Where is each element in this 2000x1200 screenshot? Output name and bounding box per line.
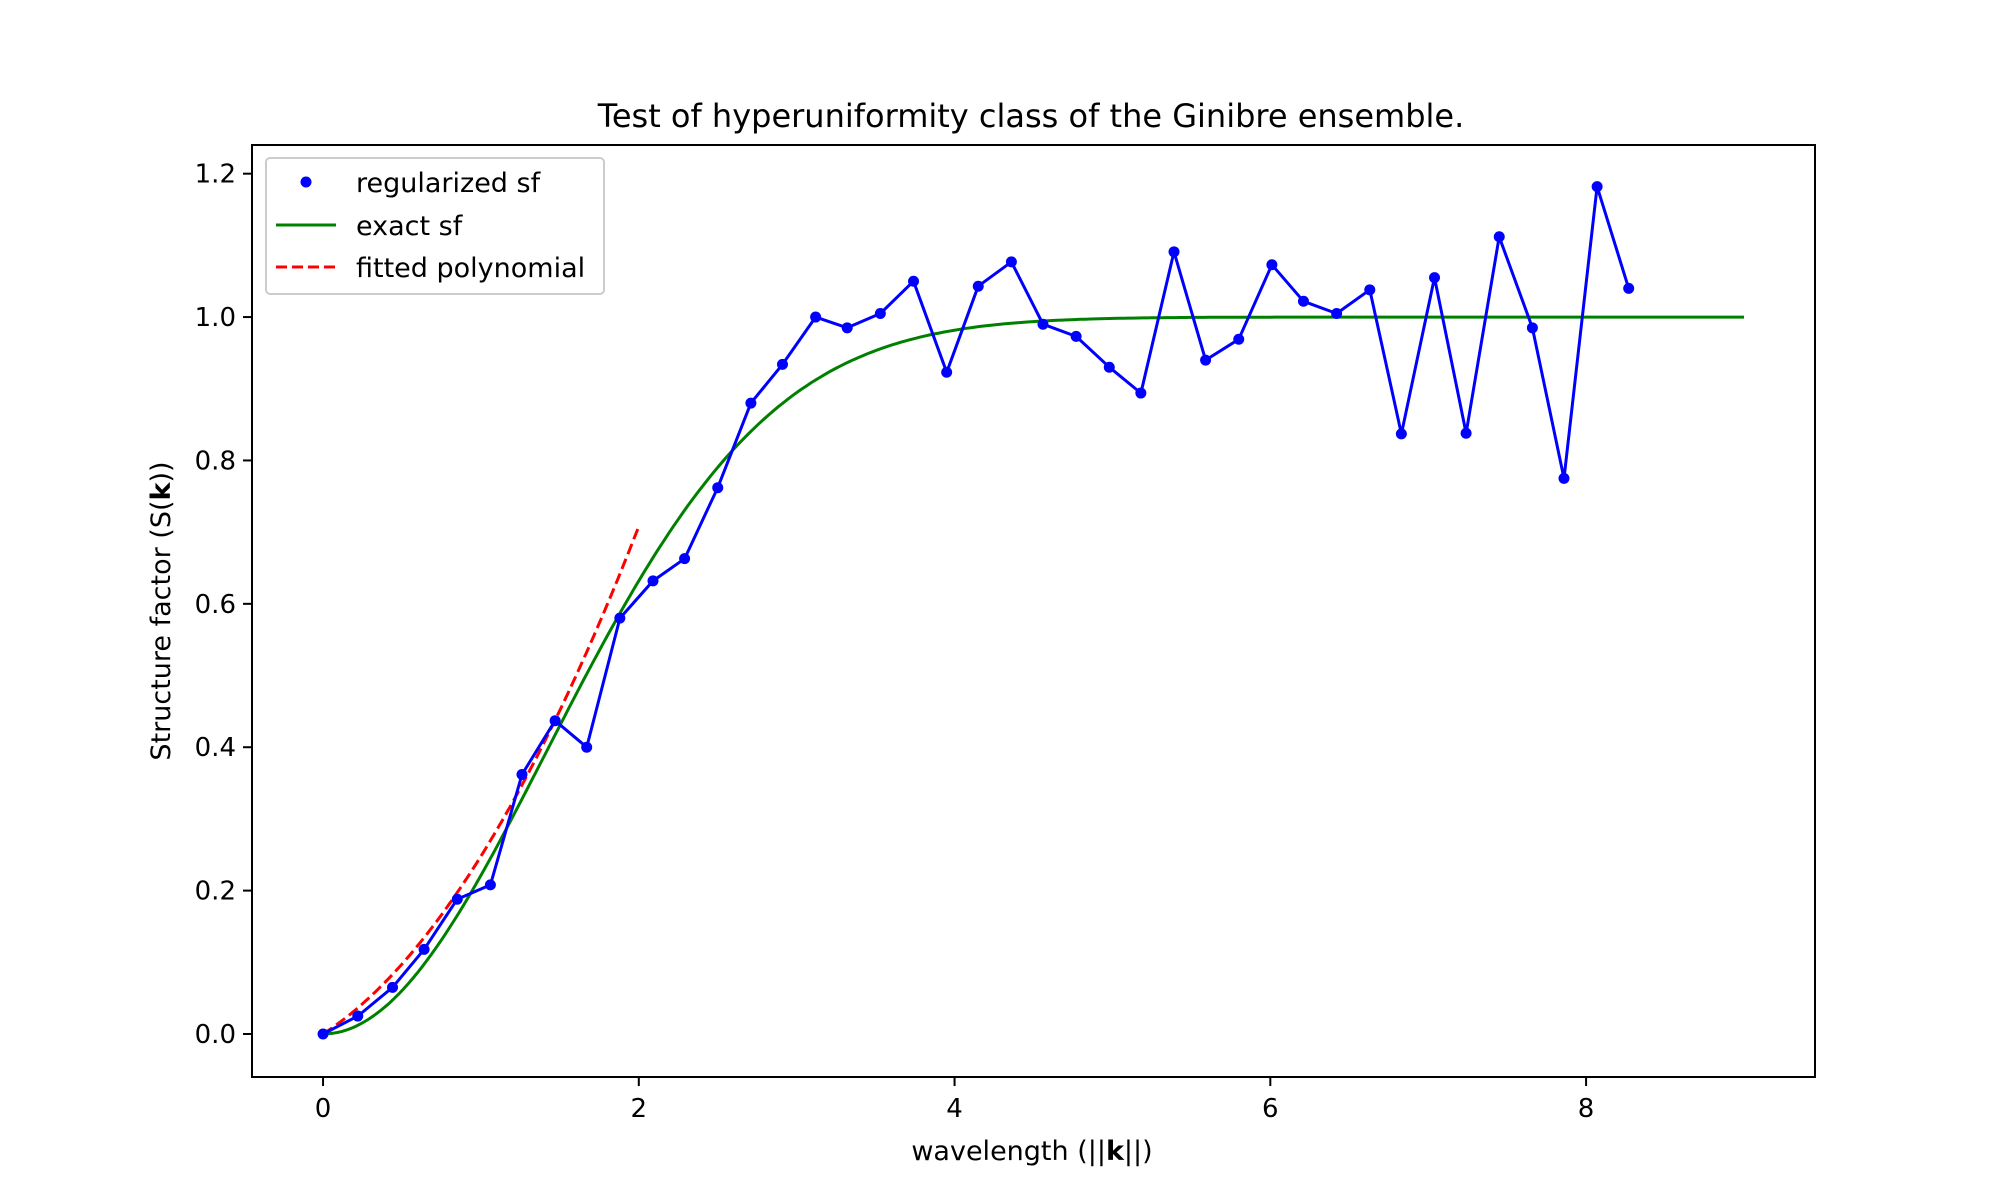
data-point-regularized-sf bbox=[745, 397, 757, 409]
x-tick-label: 8 bbox=[1578, 1094, 1595, 1124]
y-tick-label: 0.4 bbox=[195, 733, 236, 763]
plot-frame bbox=[251, 144, 1816, 1078]
data-point-regularized-sf bbox=[387, 981, 399, 993]
series-line-exact-sf bbox=[322, 315, 1744, 1036]
data-point-regularized-sf bbox=[1233, 333, 1245, 345]
legend-label-regularized-sf: regularized sf bbox=[356, 168, 542, 199]
data-point-regularized-sf bbox=[941, 366, 953, 378]
data-point-regularized-sf bbox=[614, 612, 626, 624]
x-axis-label: wavelength (||k||) bbox=[911, 1136, 1152, 1167]
y-tick-label: 0.8 bbox=[195, 446, 236, 476]
series-line-fitted-polynomial bbox=[322, 525, 641, 1036]
data-point-regularized-sf bbox=[1168, 246, 1180, 258]
y-tick-label: 0.6 bbox=[195, 590, 236, 620]
data-point-regularized-sf bbox=[1493, 231, 1505, 243]
data-point-regularized-sf bbox=[1364, 284, 1376, 296]
legend-marker-regularized-sf bbox=[300, 176, 312, 188]
data-point-regularized-sf bbox=[874, 307, 886, 319]
data-point-regularized-sf bbox=[1526, 322, 1538, 334]
data-point-regularized-sf bbox=[1297, 295, 1309, 307]
data-point-regularized-sf bbox=[418, 943, 430, 955]
y-axis-label-bold: k bbox=[146, 481, 177, 500]
y-tick-label: 0.2 bbox=[195, 877, 236, 907]
data-point-regularized-sf bbox=[810, 311, 822, 323]
y-tick-label: 1.0 bbox=[195, 303, 236, 333]
x-tick-label: 0 bbox=[315, 1094, 332, 1124]
x-tick-label: 4 bbox=[946, 1094, 963, 1124]
data-point-regularized-sf bbox=[1395, 428, 1407, 440]
y-axis-label-suffix: )) bbox=[146, 461, 177, 482]
data-point-regularized-sf bbox=[1331, 307, 1343, 319]
data-point-regularized-sf bbox=[549, 715, 561, 727]
legend-label-exact-sf: exact sf bbox=[356, 211, 464, 242]
data-point-regularized-sf bbox=[776, 358, 788, 370]
chart-title: Test of hyperuniformity class of the Gin… bbox=[597, 97, 1465, 135]
data-point-regularized-sf bbox=[581, 741, 593, 753]
data-point-regularized-sf bbox=[451, 893, 463, 905]
data-point-regularized-sf bbox=[352, 1010, 364, 1022]
data-point-regularized-sf bbox=[1460, 427, 1472, 439]
data-point-regularized-sf bbox=[1558, 472, 1570, 484]
y-axis: 0.0 0.2 0.4 0.6 0.8 1.0 1.2 bbox=[195, 160, 252, 1050]
data-point-regularized-sf bbox=[712, 482, 724, 494]
x-axis-label-bold: k bbox=[1106, 1136, 1125, 1167]
data-point-regularized-sf bbox=[484, 879, 496, 891]
data-point-regularized-sf bbox=[516, 768, 528, 780]
x-tick-label: 2 bbox=[631, 1094, 648, 1124]
data-point-regularized-sf bbox=[1135, 387, 1147, 399]
data-point-regularized-sf bbox=[908, 275, 920, 287]
y-tick-label: 1.2 bbox=[195, 160, 236, 190]
series-line-regularized-sf bbox=[322, 185, 1631, 1036]
data-point-regularized-sf bbox=[1037, 318, 1049, 330]
legend: regularized sf exact sf fitted polynomia… bbox=[265, 157, 605, 295]
data-point-regularized-sf bbox=[1623, 282, 1635, 294]
data-point-regularized-sf bbox=[1103, 361, 1115, 373]
data-point-regularized-sf bbox=[317, 1028, 329, 1040]
y-axis-label: Structure factor (S(k)) bbox=[146, 461, 177, 760]
data-point-regularized-sf bbox=[679, 553, 691, 565]
x-axis-label-prefix: wavelength (|| bbox=[911, 1136, 1106, 1167]
data-point-regularized-sf bbox=[1070, 330, 1082, 342]
plot-area bbox=[317, 181, 1744, 1040]
data-point-regularized-sf bbox=[1266, 259, 1278, 271]
data-point-regularized-sf bbox=[1591, 181, 1603, 193]
data-point-regularized-sf bbox=[1200, 354, 1212, 366]
x-tick-label: 6 bbox=[1262, 1094, 1279, 1124]
data-point-regularized-sf bbox=[1005, 256, 1017, 268]
y-tick-label: 0.0 bbox=[195, 1020, 236, 1050]
data-point-regularized-sf bbox=[647, 575, 659, 587]
x-axis: 0 2 4 6 8 bbox=[315, 1077, 1595, 1124]
legend-box bbox=[265, 157, 605, 295]
data-point-regularized-sf bbox=[841, 322, 853, 334]
y-axis-label-prefix: Structure factor (S( bbox=[146, 500, 177, 760]
data-point-regularized-sf bbox=[1429, 272, 1441, 284]
x-axis-label-suffix: ||) bbox=[1124, 1136, 1153, 1167]
data-point-regularized-sf bbox=[972, 280, 984, 292]
legend-label-fitted-polynomial: fitted polynomial bbox=[356, 253, 585, 284]
